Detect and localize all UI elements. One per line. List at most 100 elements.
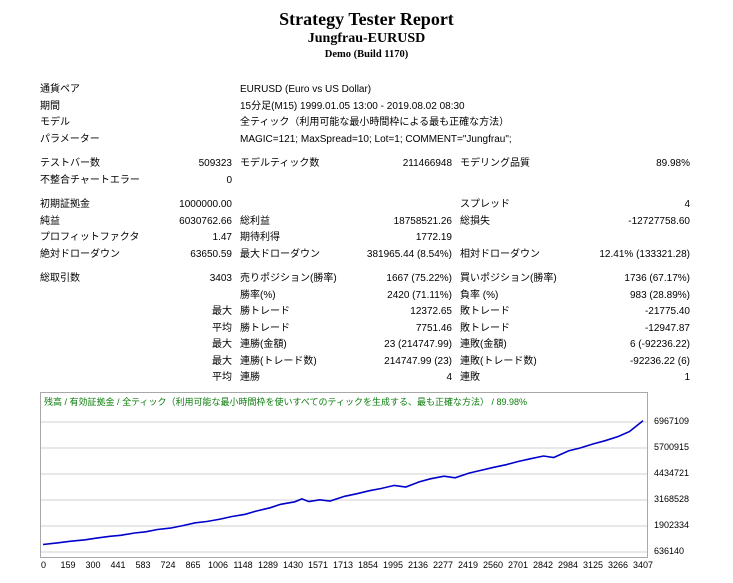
table-cell: 7751.46 <box>415 322 452 334</box>
table-cell: 6030762.66 <box>179 215 232 227</box>
report-build: Demo (Build 1170) <box>324 49 409 60</box>
table-cell: 12372.65 <box>410 306 452 317</box>
table-cell: 1667 (75.22%) <box>386 273 452 284</box>
x-axis-label: 2842 <box>532 559 554 570</box>
table-cell: 買いポジション(勝率) <box>460 273 557 284</box>
x-axis-label: 583 <box>135 559 151 570</box>
balance-line <box>42 419 644 545</box>
table-cell: 1736 (67.17%) <box>624 273 690 284</box>
x-axis-label: 865 <box>185 559 201 570</box>
table-cell: 敗トレード <box>460 322 510 334</box>
x-axis-label: 2984 <box>557 559 579 570</box>
table-cell: 総取引数 <box>40 273 80 284</box>
x-axis-label: 724 <box>160 559 176 570</box>
table-cell: 4 <box>684 199 690 210</box>
legend-segment: 残高 <box>44 396 63 407</box>
x-axis-label: 1430 <box>282 559 304 570</box>
table-cell: モデルティック数 <box>240 158 320 169</box>
report-title: Strategy Tester Report <box>279 9 454 29</box>
table-cell: パラメーター <box>40 133 100 145</box>
table-cell: 1 <box>684 372 690 383</box>
table-row: 総取引数 3403 売りポジション(勝率) 1667 (75.22%) 買いポジション(… <box>40 271 690 288</box>
balance-plot-svg <box>41 419 647 552</box>
x-axis-label: 3407 <box>632 559 654 570</box>
table-cell: 214747.99 (23) <box>384 355 452 367</box>
table-cell: 通貨ペア <box>40 84 80 95</box>
table-cell: 純益 <box>40 215 60 227</box>
x-axis-label: 0 <box>41 559 47 570</box>
table-cell: 23 (214747.99) <box>384 339 452 350</box>
y-axis-label: 1902334 <box>654 519 690 530</box>
x-axis-label: 1713 <box>332 559 354 570</box>
table-cell: 平均 <box>212 372 232 383</box>
y-axis-label: 3168528 <box>654 493 690 504</box>
table-cell: 連敗 <box>460 372 480 383</box>
x-axis-label: 2277 <box>432 559 454 570</box>
table-cell: 4 <box>446 372 452 383</box>
table-cell: 連勝(金額) <box>240 339 287 350</box>
legend-segment: 有効証拠金 <box>69 396 115 407</box>
legend-segment: 全ティック（利用可能な最小時間枠を使いすべてのティックを生成する、最も正確な方法… <box>122 396 489 407</box>
x-axis-label: 300 <box>85 559 101 570</box>
x-axis-label: 1854 <box>357 559 379 570</box>
table-cell: 期間 <box>40 100 60 112</box>
x-axis-label: 2560 <box>482 559 504 570</box>
x-axis-label: 1571 <box>307 559 329 570</box>
report-symbol: Jungfrau-EURUSD <box>307 31 426 46</box>
table-cell: 連敗(トレード数) <box>460 355 537 367</box>
table-cell: 1.47 <box>212 232 232 243</box>
table-row: モデル 全ティック（利用可能な最小時間枠による最も正確な方法） <box>40 115 690 132</box>
table-row: 期間 15分足(M15) 1999.01.05 13:00 - 2019.08.0… <box>40 99 690 116</box>
table-row: 絶対ドローダウン 63650.59 最大ドローダウン 381965.44 (8.54%… <box>40 247 690 264</box>
table-cell: MAGIC=121; MaxSpread=10; Lot=1; COMMENT=… <box>240 133 512 145</box>
table-cell: モデル <box>40 117 70 128</box>
table-cell: モデリング品質 <box>460 158 530 169</box>
table-row: 初期証拠金 1000000.00 スプレッド 4 <box>40 197 690 214</box>
table-row: 最大 連勝(トレード数) 214747.99 (23) 連敗(トレード数) -92236… <box>40 354 690 371</box>
legend-segment: 89.98% <box>496 396 528 407</box>
table-cell: 相対ドローダウン <box>460 248 540 260</box>
table-cell: 初期証拠金 <box>40 199 90 210</box>
legend-separator: / <box>114 396 123 407</box>
table-cell: プロフィットファクタ <box>40 232 140 243</box>
table-cell: 売りポジション(勝率) <box>240 273 337 284</box>
table-cell: 89.98% <box>656 158 690 169</box>
table-cell: 509323 <box>198 158 232 169</box>
table-cell: 2420 (71.11%) <box>387 289 452 301</box>
legend-separator: / <box>489 396 497 407</box>
x-axis-label: 159 <box>60 559 76 570</box>
table-row: 最大 勝トレード 12372.65 敗トレード -21775.40 <box>40 304 690 321</box>
x-axis-label: 1289 <box>257 559 279 570</box>
table-row: テストバー数 509323 モデルティック数 211466948 モデリング品質 89.9… <box>40 156 690 173</box>
table-cell: 全ティック（利用可能な最小時間枠による最も正確な方法） <box>240 117 510 128</box>
x-axis-label: 1006 <box>207 559 229 570</box>
table-cell: 負率 (%) <box>460 289 499 301</box>
legend-separator: / <box>62 396 70 407</box>
table-row: 平均 勝トレード 7751.46 敗トレード -12947.87 <box>40 321 690 338</box>
table-row: 平均 連勝 4 連敗 1 <box>40 370 690 387</box>
x-axis-label: 441 <box>110 559 126 570</box>
chart-legend: 残高 / 有効証拠金 / 全ティック（利用可能な最小時間枠を使いすべてのティック… <box>44 395 527 408</box>
table-cell: 連敗(金額) <box>460 339 507 350</box>
y-axis-label: 636140 <box>654 545 685 556</box>
table-cell: 敗トレード <box>460 306 510 317</box>
table-cell: 連勝 <box>240 372 260 383</box>
table-cell: 12.41% (133321.28) <box>599 248 690 260</box>
table-cell: 連勝(トレード数) <box>240 355 317 367</box>
table-cell: 0 <box>226 174 232 186</box>
table-cell: 3403 <box>209 273 232 284</box>
table-cell: EURUSD (Euro vs US Dollar) <box>240 84 372 95</box>
table-cell: 381965.44 (8.54%) <box>366 248 452 260</box>
table-cell: 15分足(M15) 1999.01.05 13:00 - 2019.08.02 … <box>240 100 465 112</box>
y-axis-label: 6967109 <box>654 415 690 426</box>
x-axis-label: 2136 <box>407 559 429 570</box>
table-cell: 総利益 <box>240 215 270 227</box>
x-axis-label: 3266 <box>607 559 629 570</box>
table-cell: 最大 <box>212 355 232 367</box>
table-cell: -21775.40 <box>644 306 690 317</box>
table-cell: 平均 <box>212 322 232 334</box>
x-axis-label: 1148 <box>233 559 253 570</box>
table-row: 勝率(%) 2420 (71.11%) 負率 (%) 983 (28.89%) <box>40 288 690 305</box>
table-cell: 勝率(%) <box>240 289 276 301</box>
